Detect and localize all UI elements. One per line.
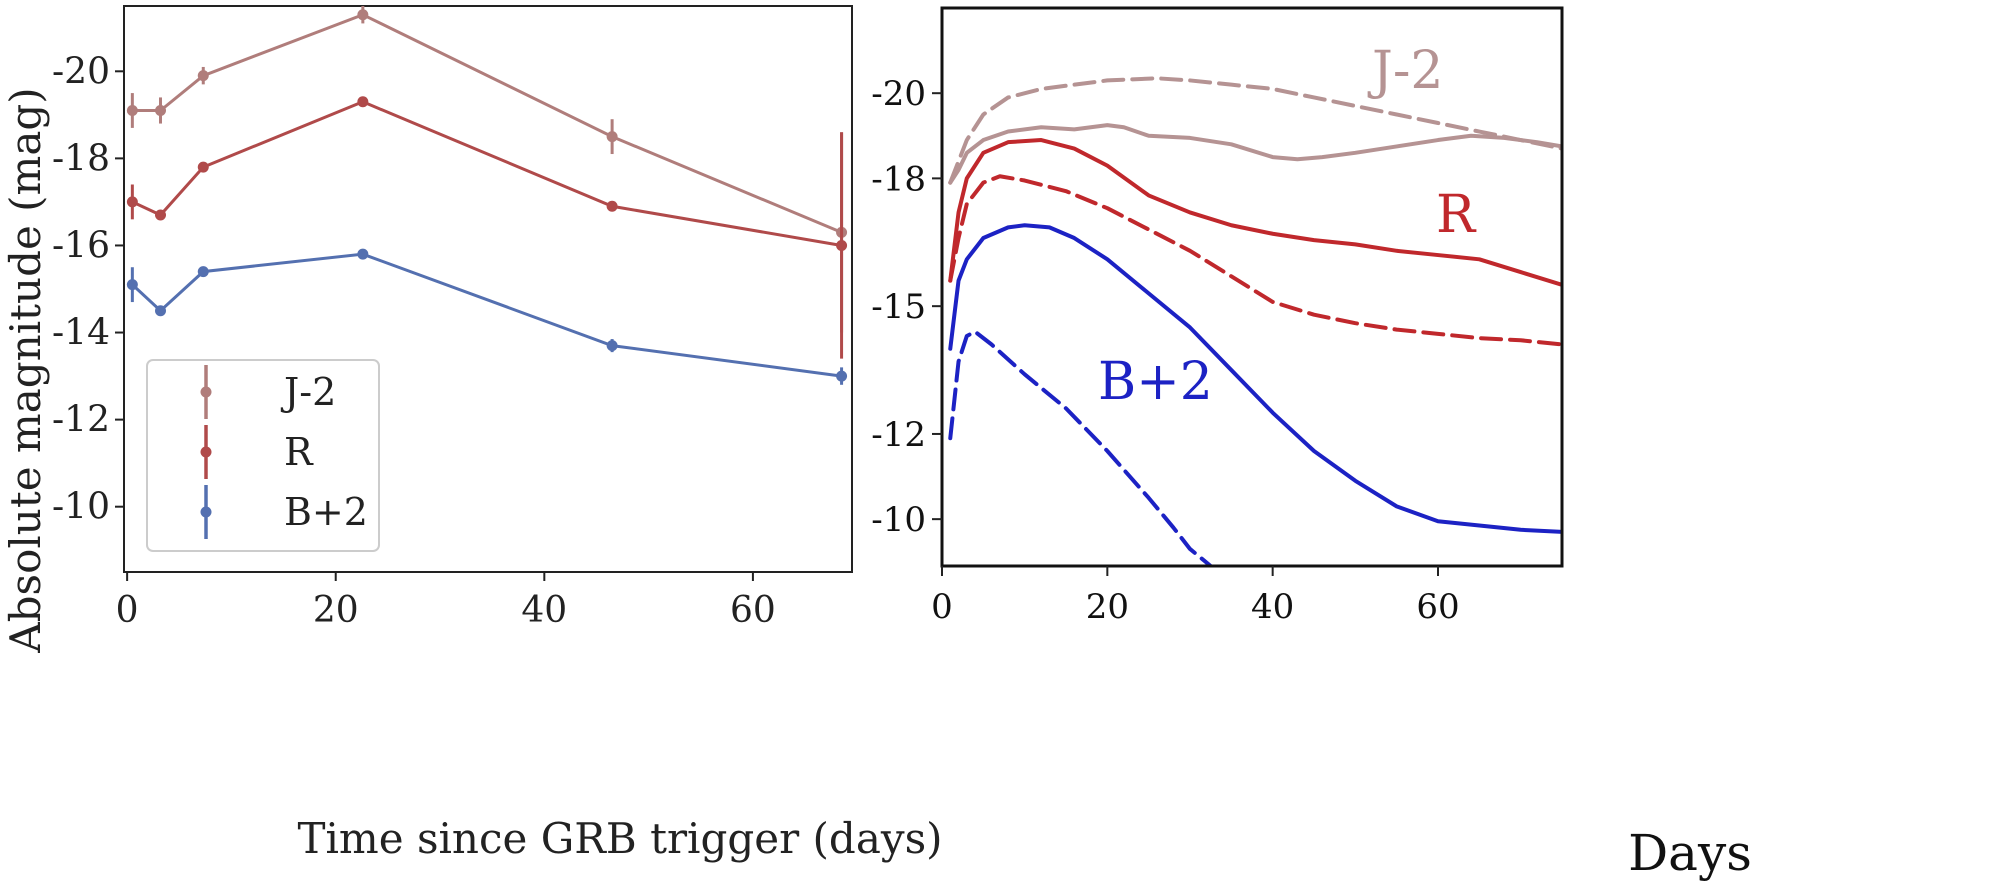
left-y-tick-label: -16 [52,225,110,266]
left-y-tick-label: -18 [52,138,110,179]
left-legend-marker-dot [200,506,212,518]
left-data-point [836,370,848,382]
right-y-tick-label: -12 [871,415,926,455]
right-series-B+2-dashed [948,329,1213,566]
right-plot-frame [940,6,1564,568]
right-series-R [948,138,1562,287]
left-data-point [357,9,369,21]
left-y-tick-label: -20 [52,51,110,92]
right-y-tick-label: -18 [871,159,926,199]
right-chart-panel: 0 20 40 60 -20 -18 -15 -12 -10 J-2 R B+2 [871,6,1564,627]
left-legend-label: J-2 [280,370,336,414]
left-x-tick-label: 40 [521,590,567,631]
right-series-label-R: R [1436,185,1477,245]
right-series-B+2 [948,223,1562,534]
right-y-tick-label: -20 [871,74,926,114]
right-series-J-2 [948,76,1562,185]
right-x-tick-label: 40 [1251,587,1294,627]
left-legend-label: R [284,430,314,474]
right-plot-area [948,76,1562,566]
left-y-tick-label: -10 [52,487,110,528]
left-y-tick-label: -12 [52,400,110,441]
left-series-B+2 [126,248,848,385]
left-data-point [126,196,138,208]
left-data-point [197,161,209,173]
left-data-point [155,305,167,317]
left-series-line [131,252,842,378]
left-x-tick-label: 0 [116,590,139,631]
left-series-line [131,100,842,247]
left-x-axis-label: Time since GRB trigger (days) [297,814,942,863]
left-plot-frame [123,5,853,573]
left-data-point [126,279,138,291]
right-x-tick-label: 60 [1416,587,1459,627]
left-data-point [155,104,167,116]
left-legend: J-2 R B+2 [146,359,380,552]
left-y-axis-label: Absolute magnitude (mag) [1,87,50,653]
right-y-tick-label: -15 [871,287,926,327]
left-data-point [197,266,209,278]
right-x-axis-label: Days [1628,824,1752,882]
right-series-J-2-solid [948,123,1562,185]
right-series-label-B+2: B+2 [1098,352,1213,412]
right-x-tick-label: 0 [931,587,953,627]
right-series-label-J-2: J-2 [1367,41,1444,101]
left-data-point [606,340,618,352]
left-legend-marker-dot [200,446,212,458]
left-data-point [606,200,618,212]
left-legend-label: B+2 [284,490,368,534]
left-data-point [197,70,209,82]
left-data-point [836,239,848,251]
left-data-point [357,248,369,260]
right-series-R-dashed [948,174,1562,347]
left-data-point [606,131,618,143]
left-series-line [132,13,843,234]
left-legend-marker-dot [200,386,212,398]
left-data-point [126,104,138,116]
left-x-tick-label: 60 [730,590,776,631]
left-series-R [126,96,848,359]
left-y-tick-label: -14 [52,313,110,354]
left-series-J-2 [126,6,848,333]
left-x-tick-label: 20 [313,590,359,631]
right-x-tick-label: 20 [1086,587,1129,627]
left-chart-panel: 0 20 40 60 -10 -12 -14 -16 -18 -20 J-2 R B+2 [52,5,853,631]
left-data-point [357,96,369,108]
right-y-tick-label: -10 [871,500,926,540]
left-data-point [155,209,167,221]
